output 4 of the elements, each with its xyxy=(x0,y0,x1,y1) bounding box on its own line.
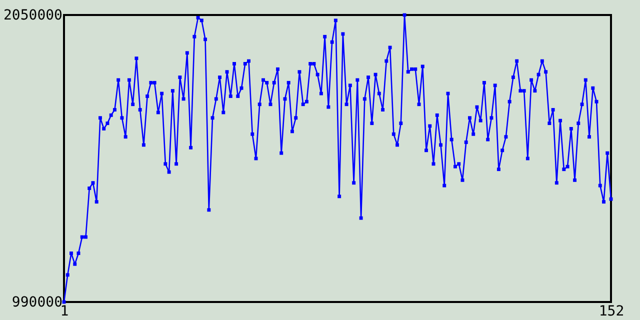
y-tick-label: 990000 xyxy=(12,294,62,310)
x-tick-label: 1 xyxy=(60,304,69,320)
y-tick-label: 2050000 xyxy=(3,8,62,24)
x-tick-label: 152 xyxy=(598,304,624,320)
